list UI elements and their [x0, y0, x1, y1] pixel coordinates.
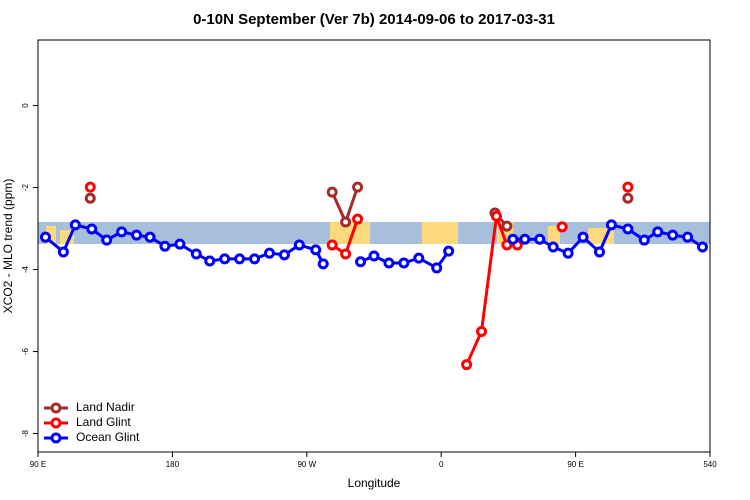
x-tick-label: 180	[166, 460, 180, 469]
y-tick-label: -6	[21, 347, 30, 355]
y-tick-label: 0	[21, 103, 30, 108]
legend-label: Land Glint	[76, 415, 131, 429]
legend-marker	[50, 432, 62, 444]
land	[330, 222, 370, 244]
data-point	[57, 246, 69, 258]
chart-title: 0-10N September (Ver 7b) 2014-09-06 to 2…	[193, 11, 555, 28]
y-axis-label: XCO2 - MLO trend (ppm)	[1, 179, 15, 314]
data-point	[190, 248, 202, 260]
data-point	[562, 247, 574, 259]
data-point	[86, 223, 98, 235]
data-point	[204, 255, 216, 267]
land	[422, 222, 458, 244]
data-point	[69, 219, 81, 231]
legend-marker	[50, 402, 62, 414]
x-tick-label: 90 W	[297, 460, 316, 469]
data-point	[159, 240, 171, 252]
data-point	[219, 253, 231, 265]
x-tick-label: 90 E	[30, 460, 46, 469]
data-point	[593, 246, 605, 258]
data-point	[383, 257, 395, 269]
data-point	[490, 210, 502, 222]
data-point	[413, 252, 425, 264]
data-point	[534, 233, 546, 245]
data-point	[398, 257, 410, 269]
y-tick-label: -4	[21, 265, 30, 273]
data-point	[116, 226, 128, 238]
data-point	[667, 229, 679, 241]
data-point	[293, 239, 305, 251]
data-point	[144, 231, 156, 243]
data-point	[556, 221, 568, 233]
data-point	[682, 231, 694, 243]
data-point	[476, 325, 488, 337]
legend-marker	[50, 417, 62, 429]
data-point	[697, 241, 709, 253]
data-point	[39, 231, 51, 243]
data-point	[352, 213, 364, 225]
data-point	[131, 229, 143, 241]
data-point	[249, 253, 261, 265]
land	[548, 226, 560, 244]
data-point	[368, 250, 380, 262]
data-point	[622, 223, 634, 235]
data-point	[605, 219, 617, 231]
data-point	[84, 181, 96, 193]
data-point	[431, 262, 443, 274]
x-axis-label: Longitude	[348, 476, 401, 490]
data-point	[638, 234, 650, 246]
data-point	[84, 192, 96, 204]
data-point	[547, 241, 559, 253]
data-point	[652, 226, 664, 238]
x-tick-label: 0	[439, 460, 444, 469]
x-tick-label: 540	[703, 460, 717, 469]
data-point	[622, 181, 634, 193]
data-point	[507, 233, 519, 245]
data-point	[355, 256, 367, 268]
data-point	[461, 359, 473, 371]
plot-frame	[37, 39, 711, 453]
data-point	[310, 244, 322, 256]
land	[46, 226, 56, 244]
data-point	[278, 249, 290, 261]
data-point	[263, 247, 275, 259]
data-point	[317, 258, 329, 270]
data-point	[501, 220, 513, 232]
data-point	[622, 192, 634, 204]
legend-label: Land Nadir	[76, 400, 135, 414]
data-point	[340, 248, 352, 260]
data-point	[340, 216, 352, 228]
data-point	[234, 253, 246, 265]
data-point	[352, 181, 364, 193]
data-point	[101, 234, 113, 246]
data-point	[174, 238, 186, 250]
legend-label: Ocean Glint	[76, 430, 140, 444]
data-point	[577, 231, 589, 243]
data-point	[326, 239, 338, 251]
data-point	[519, 233, 531, 245]
data-point	[326, 186, 338, 198]
x-tick-label: 90 E	[567, 460, 583, 469]
y-tick-label: -8	[21, 429, 30, 437]
data-point	[443, 245, 455, 257]
y-tick-label: -2	[21, 183, 30, 191]
